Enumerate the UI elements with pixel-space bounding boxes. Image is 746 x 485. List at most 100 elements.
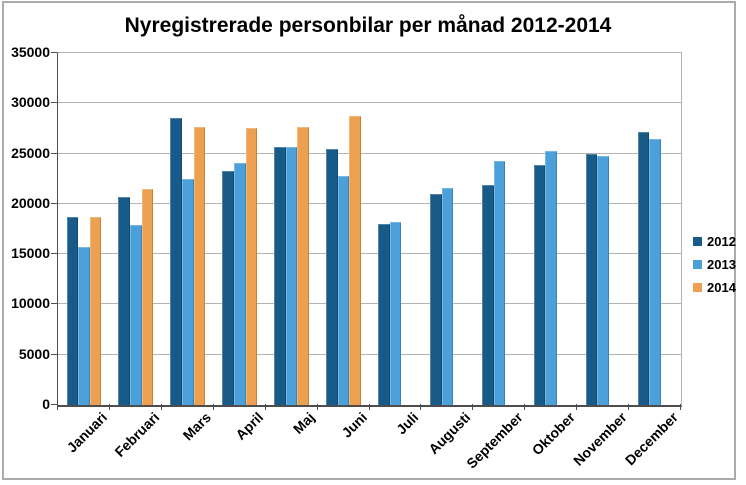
legend-item-2013: 2013 (693, 256, 736, 273)
bar-2013-februari (130, 224, 142, 405)
month-group-februari (110, 53, 162, 405)
x-label-oktober: Oktober (528, 409, 578, 459)
y-tick-label: 20000 (11, 194, 50, 211)
y-tick-mark (51, 52, 57, 53)
x-label-augusti: Augusti (425, 409, 474, 458)
bar-2013-december (649, 138, 661, 405)
y-tick-mark (51, 353, 57, 355)
x-tick-mark (576, 404, 578, 410)
legend: 2012 2013 2014 (693, 233, 736, 302)
y-tick-label: 25000 (11, 144, 50, 161)
y-tick-label: 35000 (11, 44, 50, 60)
month-group-augusti (421, 53, 473, 405)
bar-2013-mars (182, 178, 194, 405)
y-tick-mark (51, 202, 57, 204)
month-group-mars (162, 53, 214, 405)
bar-slot (505, 53, 517, 405)
gridline (58, 253, 681, 255)
bar-slot (533, 53, 546, 405)
bar-slot (130, 53, 142, 405)
month-group-maj (266, 53, 318, 405)
bar-2012-augusti (430, 193, 442, 405)
x-label-april: April (232, 409, 267, 443)
gridline (58, 202, 681, 204)
y-tick-mark (51, 303, 57, 305)
x-tick-mark (472, 404, 474, 410)
bar-slot (245, 53, 258, 405)
bar-2012-juni (326, 148, 338, 405)
legend-label: 2013 (707, 257, 736, 272)
y-tick-label: 30000 (11, 94, 50, 111)
y-tick-label: 5000 (18, 345, 50, 362)
y-tick-mark (51, 404, 57, 405)
bar-slot (597, 53, 609, 405)
bar-slot (649, 53, 661, 405)
bar-2013-juni (337, 175, 350, 405)
y-tick-label: 10000 (11, 295, 50, 312)
y-tick-mark (51, 253, 57, 255)
bar-slot (389, 53, 402, 405)
bar-2014-april (245, 128, 258, 405)
bar-2012-december (637, 132, 650, 405)
x-tick-mark (420, 404, 422, 410)
bar-2013-maj (285, 146, 298, 405)
bar-2012-mars (170, 118, 182, 405)
bar-slot (661, 53, 673, 405)
bar-2012-juli (378, 223, 390, 405)
bar-slot (297, 53, 310, 405)
x-tick-mark (680, 404, 681, 410)
bar-slot (609, 53, 621, 405)
legend-item-2014: 2014 (693, 279, 736, 296)
bar-slot (401, 53, 413, 405)
x-label-januari: Januari (63, 409, 111, 456)
bar-2012-januari (66, 216, 79, 405)
bar-slot (170, 53, 182, 405)
bar-2012-november (585, 153, 598, 405)
x-label-juni: Juni (338, 409, 370, 441)
bar-2012-september (481, 184, 494, 405)
legend-swatch-icon (693, 260, 702, 269)
month-group-november (577, 53, 629, 405)
x-tick-mark (57, 404, 58, 410)
legend-swatch-icon (693, 237, 702, 246)
bar-2012-april (222, 170, 234, 405)
chart-title: Nyregistrerade personbilar per månad 201… (124, 14, 612, 37)
bar-2013-november (597, 155, 609, 405)
bar-2014-mars (193, 127, 206, 405)
bars-layer (58, 53, 681, 405)
gridline (58, 152, 681, 154)
x-tick-mark (368, 404, 370, 410)
bar-2014-juni (349, 116, 361, 405)
month-group-april (214, 53, 266, 405)
bar-slot (182, 53, 194, 405)
bar-2014-februari (141, 188, 154, 405)
x-label-juli: Juli (393, 409, 422, 438)
bar-slot (585, 53, 598, 405)
bar-slot (453, 53, 465, 405)
bar-slot (637, 53, 650, 405)
bar-slot (441, 53, 454, 405)
bar-2013-september (493, 160, 506, 405)
x-label-september: September (463, 409, 526, 472)
x-tick-mark (212, 404, 214, 410)
x-label-december: December (622, 409, 682, 469)
bar-2014-januari (89, 216, 102, 405)
x-tick-mark (628, 404, 630, 410)
bar-2013-oktober (545, 150, 558, 405)
bar-slot (141, 53, 154, 405)
bar-slot (481, 53, 494, 405)
bar-slot (349, 53, 361, 405)
legend-item-2012: 2012 (693, 233, 736, 250)
bar-2013-juli (389, 221, 402, 405)
bar-slot (378, 53, 390, 405)
bar-slot (337, 53, 350, 405)
bar-2012-februari (118, 196, 131, 405)
x-tick-mark (316, 404, 318, 410)
bar-slot (274, 53, 286, 405)
month-group-december (629, 53, 681, 405)
bar-slot (233, 53, 246, 405)
x-label-maj: Maj (290, 409, 318, 437)
x-label-mars: Mars (179, 409, 215, 444)
month-group-juli (370, 53, 422, 405)
bar-slot (89, 53, 102, 405)
